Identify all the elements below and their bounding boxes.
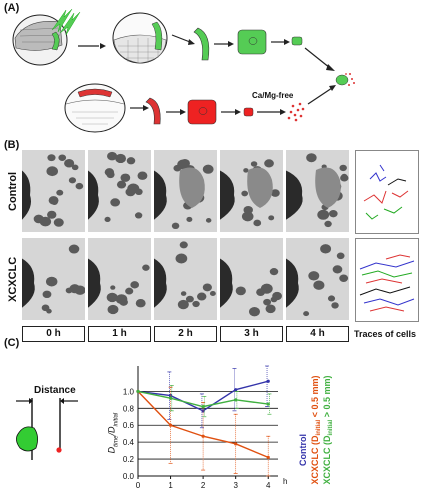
x-tick-label: 4: [266, 481, 271, 490]
data-point: [266, 455, 270, 459]
legend-control: Control: [298, 434, 308, 466]
x-tick-label: 2: [201, 481, 206, 490]
micrograph-control-0: [22, 150, 85, 232]
row-label-control: Control: [7, 171, 19, 211]
time-label-2: 2 h: [154, 326, 217, 342]
micrograph-control-4: [286, 150, 349, 232]
time-label-0: 0 h: [22, 326, 85, 342]
micrograph-xcxclc-0: [22, 238, 85, 320]
micrograph-control-2: [154, 150, 217, 232]
micrograph-xcxclc-1: [88, 238, 151, 320]
data-point: [266, 402, 270, 406]
data-point: [234, 442, 238, 446]
legend-x-large: XCXCLC (Dinitial > 0.5 mm): [322, 376, 334, 485]
data-point: [234, 388, 238, 392]
time-label-1: 1 h: [88, 326, 151, 342]
time-label-3: 3 h: [220, 326, 283, 342]
y-tick-label: 0.8: [123, 404, 135, 413]
traces-xcxclc: [355, 238, 419, 322]
legend-vertical: Control XCXCLC (Dinitial < 0.5 mm) XCXCL…: [298, 376, 334, 485]
panel-a-schematic: [12, 8, 355, 133]
distance-chart: 0.0 0.2 0.4 0.6 0.8 1.0 0 1 2 3 4 h: [123, 365, 287, 490]
x-tick-label: 3: [233, 481, 238, 490]
panel-a-label: (A): [4, 2, 20, 14]
green-aggregate: [16, 426, 38, 452]
time-label-4: 4 h: [286, 326, 349, 342]
green-explant-strip: [193, 27, 210, 61]
y-axis-label: Dtime/Dinitial: [106, 412, 120, 454]
green-explant-sheet: [237, 29, 267, 55]
micrograph-xcxclc-4: [286, 238, 349, 320]
micrograph-control-1: [88, 150, 151, 232]
x-axis-unit: h: [283, 477, 287, 486]
y-tick-label: 0.4: [123, 438, 135, 447]
data-point: [136, 389, 140, 393]
red-cell: [56, 447, 62, 453]
legend-x-small: XCXCLC (Dinitial < 0.5 mm): [310, 376, 322, 485]
x-tick-label: 0: [136, 481, 141, 490]
micrograph-xcxclc-3: [220, 238, 283, 320]
red-explant-strip: [145, 97, 161, 125]
micrograph-control-3: [220, 150, 283, 232]
panel-b-label: (B): [4, 139, 20, 151]
dissociated-red-cells: [287, 102, 305, 122]
micrograph-xcxclc-2: [154, 238, 217, 320]
green-injection-arrows: [51, 8, 81, 36]
data-point: [234, 398, 238, 402]
data-point: [266, 379, 270, 383]
combined-aggregate: [335, 73, 355, 86]
data-point: [168, 396, 173, 400]
y-tick-label: 1.0: [123, 387, 135, 396]
distance-schematic: Distance: [16, 385, 78, 460]
y-tick-label: 0.6: [123, 421, 135, 430]
red-explant-sheet: [187, 99, 217, 125]
ca-mg-free-label: Ca/Mg-free: [252, 91, 294, 100]
data-point: [201, 405, 205, 409]
data-point: [201, 434, 205, 438]
traces-control: [355, 150, 419, 234]
row-label-xcxclc: XCXCLC: [7, 256, 19, 302]
green-small-piece: [291, 36, 303, 46]
y-tick-label: 0.2: [123, 455, 135, 464]
data-point: [168, 423, 173, 427]
traces-label: Traces of cells: [354, 329, 417, 339]
embryo-2: [112, 12, 168, 64]
panel-c-label: (C): [4, 337, 20, 349]
red-small-piece: [243, 107, 254, 117]
x-tick-label: 1: [168, 481, 173, 490]
y-tick-label: 0.0: [123, 472, 135, 481]
embryo-3: [64, 83, 126, 133]
distance-label: Distance: [34, 385, 76, 396]
